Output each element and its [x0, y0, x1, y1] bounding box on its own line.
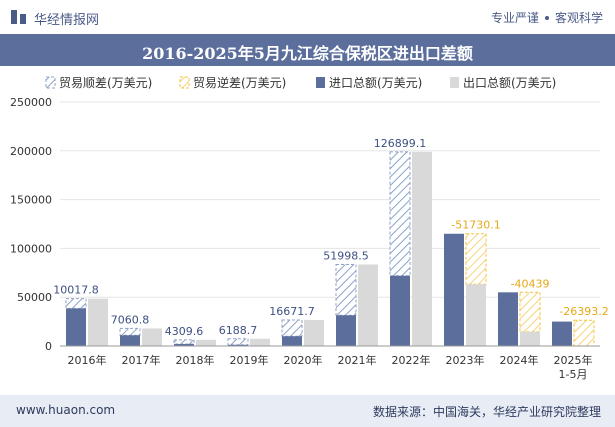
x-tick-label: 2022年	[392, 353, 431, 367]
footer-url[interactable]: www.huaon.com	[16, 403, 116, 417]
import-bar	[498, 292, 518, 346]
tagline-right: 客观科学	[554, 11, 603, 25]
y-tick-label: 0	[45, 340, 52, 353]
export-bar	[520, 331, 540, 346]
x-tick-label: 2018年	[176, 353, 215, 367]
x-tick-label: 2024年	[500, 353, 539, 367]
balance-data-label: -40439	[511, 277, 550, 290]
x-tick-label: 2019年	[230, 353, 269, 367]
x-tick-label: 2017年	[122, 353, 161, 367]
import-bar	[282, 336, 302, 346]
export-bar	[196, 339, 216, 346]
surplus-bar	[173, 339, 195, 345]
balance-data-label: 4309.6	[165, 325, 204, 338]
export-bar	[412, 151, 432, 346]
deficit-bar	[573, 319, 595, 347]
chart: 贸易顺差(万美元) 贸易逆差(万美元) 进口总额(万美元) 出口总额(万美元) 0 50…	[10, 75, 609, 381]
deficit-bar	[519, 291, 541, 333]
x-tick-label: 1-5月	[559, 368, 588, 381]
x-tick-label: 2021年	[338, 353, 377, 367]
import-bar	[552, 321, 572, 346]
import-bar	[336, 315, 356, 346]
import-bar	[174, 344, 194, 346]
tagline-dot-icon	[544, 16, 549, 20]
y-axis: 0 50000 100000 150000 200000 250000	[10, 96, 52, 353]
export-bar	[142, 328, 162, 346]
tagline-left: 专业严谨	[490, 11, 539, 25]
export-bar	[88, 298, 108, 346]
x-tick-label: 2020年	[284, 353, 323, 367]
title-bar: 2016-2025年5月九江综合保税区进出口差额	[0, 34, 615, 66]
balance-data-label: 51998.5	[323, 250, 369, 263]
balance-data-label: 7060.8	[111, 313, 150, 326]
legend-swatch-2	[179, 76, 190, 89]
balance-data-label: 6188.7	[219, 324, 258, 337]
legend-label-4: 出口总额(万美元)	[463, 76, 556, 90]
import-bar	[444, 233, 464, 346]
deficit-bar	[465, 233, 487, 285]
surplus-bar	[389, 151, 411, 277]
import-bar	[390, 275, 410, 346]
balance-data-label: 10017.8	[53, 284, 99, 297]
legend: 贸易顺差(万美元) 贸易逆差(万美元) 进口总额(万美元) 出口总额(万美元)	[45, 75, 556, 90]
balance-data-label: -51730.1	[451, 219, 500, 232]
surplus-bar	[119, 327, 141, 336]
legend-swatch-3	[316, 77, 325, 88]
brand-logo-icon	[11, 10, 26, 24]
legend-swatch-4	[450, 77, 459, 88]
surplus-bar	[65, 298, 87, 309]
x-axis: 2016年 2017年 2018年 2019年 2020年 2021年 2022年 2023年…	[60, 345, 600, 381]
legend-label-3: 进口总额(万美元)	[329, 76, 422, 90]
legend-label-2: 贸易逆差(万美元)	[193, 75, 286, 90]
balance-data-label: 126899.1	[374, 137, 427, 150]
export-bar	[250, 338, 270, 346]
export-bar	[304, 319, 324, 346]
chart-title: 2016-2025年5月九江综合保税区进出口差额	[142, 44, 473, 63]
export-bar	[358, 264, 378, 346]
data-labels: 10017.8 7060.8 4309.6 6188.7 16671.7 51998.5 1…	[53, 137, 608, 338]
surplus-bar	[335, 264, 357, 316]
import-bar	[66, 308, 86, 346]
y-tick-label: 100000	[10, 242, 52, 255]
top-header: 华经情报网 专业严谨 客观科学	[0, 0, 615, 34]
footer: www.huaon.com 数据来源：中国海关，华经产业研究院整理	[0, 395, 615, 427]
x-tick-label: 2016年	[68, 353, 107, 367]
bars	[65, 151, 595, 347]
x-tick-label: 2023年	[446, 353, 485, 367]
y-tick-label: 200000	[10, 145, 52, 158]
gridlines	[60, 101, 600, 298]
footer-source: 数据来源：中国海关，华经产业研究院整理	[372, 405, 601, 419]
y-tick-label: 250000	[10, 96, 52, 109]
y-tick-label: 50000	[17, 291, 52, 304]
export-bar	[466, 284, 486, 346]
surplus-bar	[281, 319, 303, 337]
balance-data-label: 16671.7	[269, 305, 315, 318]
import-bar	[228, 344, 248, 346]
import-bar	[120, 335, 140, 346]
tagline: 专业严谨 客观科学	[491, 9, 603, 26]
y-tick-label: 150000	[10, 194, 52, 207]
legend-swatch-1	[45, 76, 56, 89]
legend-label-1: 贸易顺差(万美元)	[59, 76, 152, 90]
x-tick-label: 2025年	[554, 353, 593, 367]
brand-name: 华经情报网	[34, 13, 100, 28]
surplus-bar	[227, 338, 249, 346]
balance-data-label: -26393.2	[559, 305, 608, 318]
